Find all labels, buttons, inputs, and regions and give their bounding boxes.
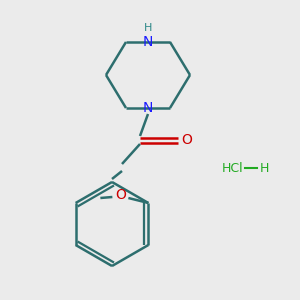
Text: N: N	[143, 101, 153, 115]
Text: H: H	[260, 161, 269, 175]
Text: H: H	[144, 23, 152, 33]
Text: HCl: HCl	[222, 161, 244, 175]
Text: O: O	[182, 133, 192, 147]
Text: O: O	[115, 188, 126, 202]
Text: N: N	[143, 35, 153, 49]
